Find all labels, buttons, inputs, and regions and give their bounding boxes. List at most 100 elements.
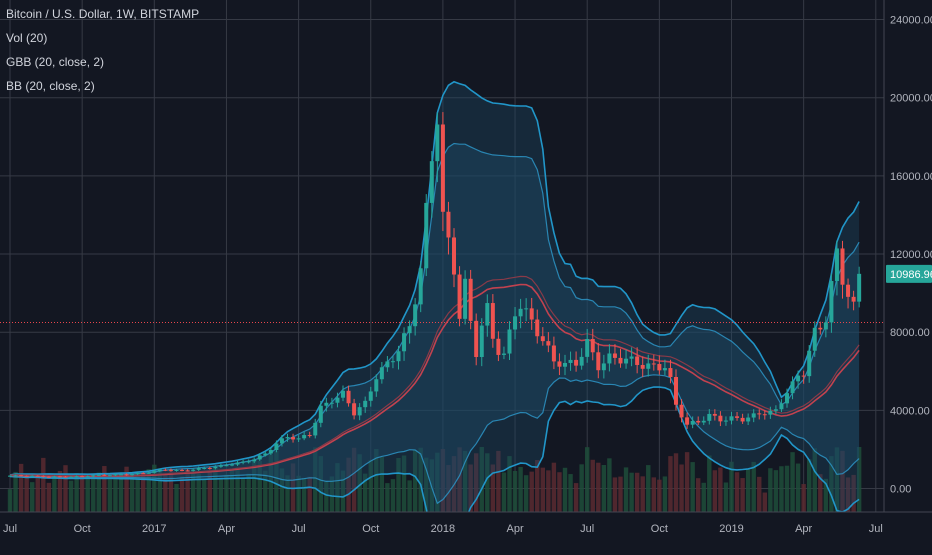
candle-body — [80, 476, 85, 478]
candle — [740, 413, 745, 424]
candle — [857, 266, 862, 308]
volume-bar — [30, 482, 35, 512]
candle — [163, 468, 168, 472]
candle-body — [751, 413, 756, 418]
bb-upper-line — [9, 142, 860, 477]
candle — [202, 466, 207, 470]
candle-body — [646, 363, 651, 369]
candle-body — [707, 413, 712, 421]
candle — [329, 397, 334, 409]
candle-body — [335, 397, 340, 403]
volume-bar — [335, 463, 340, 512]
candle-body — [801, 375, 806, 377]
candle-body — [685, 417, 690, 425]
volume-bar — [457, 447, 462, 512]
time-axis[interactable]: Jul Oct 2017 Apr Jul Oct 2018 Apr Jul Oct 2019 Apr J… — [0, 511, 932, 550]
candle — [490, 294, 495, 348]
candle-body — [274, 443, 279, 451]
candle-body — [729, 416, 734, 421]
candle-body — [452, 237, 456, 275]
candle-body — [241, 461, 246, 463]
candle — [246, 459, 251, 464]
indicator-gbb[interactable]: GBB (20, close, 2) — [6, 55, 105, 69]
candle — [252, 457, 257, 464]
volume-bar — [35, 475, 40, 512]
volume-bar — [368, 459, 373, 512]
candle — [352, 398, 357, 420]
candle — [674, 369, 678, 411]
candle-body — [568, 359, 573, 363]
candle — [57, 475, 62, 478]
candle — [230, 462, 234, 467]
candle-body — [407, 326, 412, 334]
candle-body — [141, 473, 146, 475]
candle — [568, 351, 573, 371]
candle-body — [329, 402, 334, 404]
last-price-badge-bg — [886, 264, 932, 283]
candle-body — [263, 453, 268, 456]
volume-bar — [268, 454, 274, 512]
volume-bar — [779, 466, 784, 512]
price-axis[interactable]: 24000.00 20000.00 16000.00 12000.00 8000.00 4… — [883, 0, 932, 550]
candle — [418, 261, 423, 313]
candle — [551, 336, 556, 370]
candle-body — [429, 161, 434, 203]
indicator-vol[interactable]: Vol (20) — [6, 31, 48, 45]
candle-body — [157, 469, 162, 472]
volume-bar — [657, 479, 662, 512]
candle — [268, 447, 273, 455]
indicator-bb[interactable]: BB (20, close, 2) — [6, 79, 95, 93]
candle-body — [440, 124, 445, 212]
candle-body — [590, 338, 595, 353]
candle — [218, 463, 223, 468]
volume-bar — [385, 483, 390, 512]
candle — [180, 468, 185, 472]
volume-bar — [546, 470, 551, 512]
candle-body — [762, 414, 767, 416]
volume-bar — [590, 459, 595, 512]
volume-bar — [845, 477, 851, 512]
volume-bar — [784, 465, 790, 512]
candle-body — [46, 476, 51, 478]
volume-bar — [607, 458, 612, 512]
candle-body — [529, 308, 534, 320]
candle-body — [224, 465, 229, 467]
candle-body — [24, 475, 29, 477]
volume-bar — [190, 467, 196, 512]
candle — [829, 273, 834, 333]
volume-bar — [518, 466, 523, 512]
candle-body — [490, 303, 495, 339]
candle — [235, 460, 240, 466]
volume-bar — [479, 447, 484, 512]
volume-bar — [490, 464, 496, 512]
candle — [424, 194, 429, 277]
volume-bar — [379, 456, 385, 512]
volume-bar — [768, 468, 773, 512]
candle-body — [368, 391, 373, 401]
candle-body — [218, 465, 223, 467]
candle-body — [757, 413, 762, 415]
volume-bar — [157, 468, 163, 512]
volume-bar — [740, 478, 745, 512]
candle-body — [607, 353, 612, 364]
volume-bar — [218, 477, 224, 512]
volume-bar — [46, 482, 52, 512]
candle-body — [668, 368, 673, 378]
candle — [35, 475, 40, 477]
candle — [696, 416, 701, 426]
candle — [157, 468, 162, 473]
candle-body — [557, 361, 562, 367]
volume-bar — [501, 472, 507, 512]
candle-body — [457, 274, 462, 319]
candle-body — [662, 368, 667, 371]
candle-body — [773, 409, 778, 411]
candle — [390, 356, 395, 369]
candle-body — [674, 377, 678, 405]
volume-bar — [851, 474, 856, 512]
symbol-title[interactable]: Bitcoin / U.S. Dollar, 1W, BITSTAMP — [6, 7, 200, 21]
candle — [629, 347, 634, 367]
candle — [279, 434, 284, 447]
price-tick-label: 0.00 — [890, 484, 911, 496]
